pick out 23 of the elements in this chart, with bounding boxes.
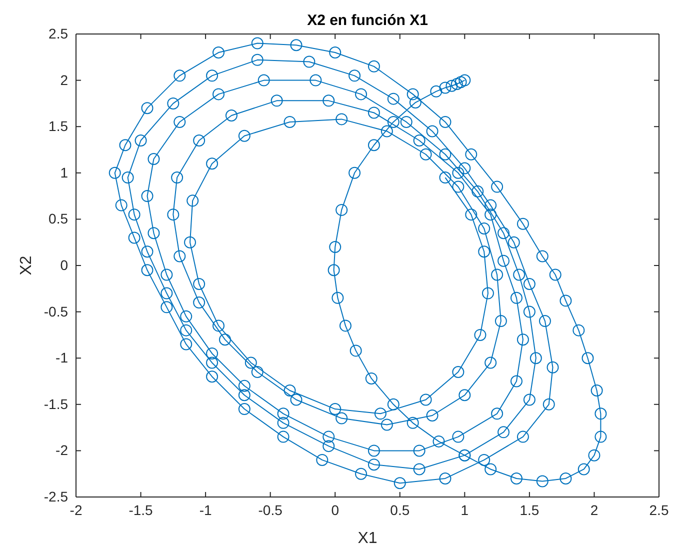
y-tick-label: 1: [60, 164, 68, 180]
y-tick-label: -2: [56, 442, 68, 458]
x-tick-label: 1: [460, 502, 469, 518]
y-tick-label: -0.5: [44, 303, 68, 320]
y-tick-label: 2: [60, 72, 68, 88]
x-tick-label: 2: [590, 502, 598, 518]
y-tick-label: -1.5: [44, 396, 68, 412]
x-tick-label: -0.5: [258, 502, 283, 518]
x-tick-label: -1: [199, 502, 212, 518]
x-tick-label: -1.5: [128, 502, 154, 518]
y-tick-label: 2.5: [48, 25, 68, 42]
y-axis-title: X2: [18, 256, 35, 276]
y-tick-label: 1.5: [48, 118, 68, 134]
x-tick-label: 1.5: [520, 502, 540, 518]
x-tick-label: 0.5: [390, 502, 410, 518]
x-tick-label: 0: [331, 502, 340, 518]
y-tick-label: 0.5: [48, 210, 68, 227]
x-tick-label: 2.5: [649, 502, 669, 518]
chart-title: X2 en función X1: [307, 12, 428, 29]
x-axis-title: X1: [358, 530, 378, 547]
y-tick-label: -1: [56, 350, 68, 366]
y-tick-label: 0: [60, 256, 68, 273]
y-tick-label: -2.5: [44, 488, 68, 504]
